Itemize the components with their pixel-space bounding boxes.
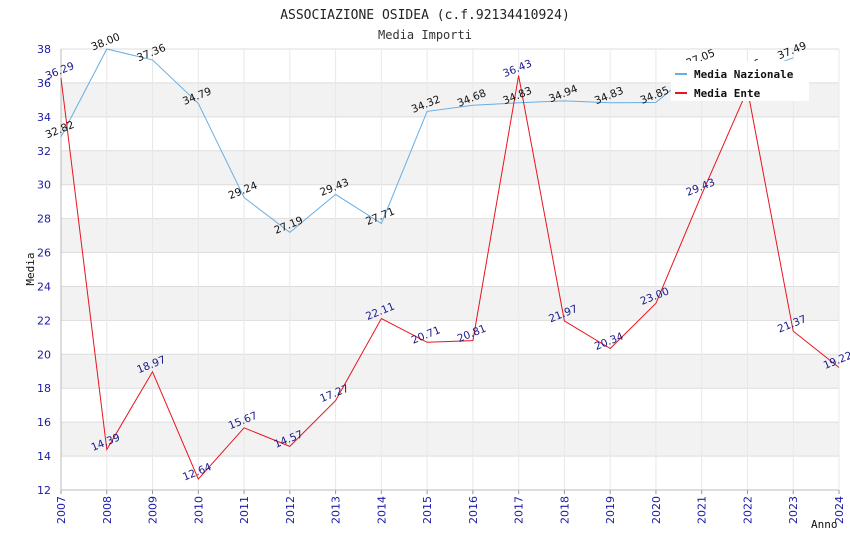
y-axis-label: Media xyxy=(24,252,37,285)
y-tick-label: 20 xyxy=(37,348,51,361)
data-label: 38.00 xyxy=(89,31,121,53)
x-tick-label: 2017 xyxy=(513,496,526,524)
y-tick-labels: 12 14 16 18 20 22 24 26 28 30 32 34 36 38 xyxy=(37,43,51,497)
y-tick-label: 32 xyxy=(37,145,51,158)
data-label: 12.64 xyxy=(181,461,214,484)
x-tick-label: 2019 xyxy=(604,496,617,524)
y-tick-label: 28 xyxy=(37,213,51,226)
y-tick-label: 16 xyxy=(37,416,51,429)
data-label: 37.36 xyxy=(135,42,168,65)
x-tick-label: 2010 xyxy=(192,496,205,524)
chart-title: ASSOCIAZIONE OSIDEA (c.f.92134410924) xyxy=(280,8,570,23)
band xyxy=(61,218,839,253)
band xyxy=(61,286,839,321)
chart-subtitle: Media Importi xyxy=(378,28,472,42)
x-tick-label: 2007 xyxy=(55,496,68,524)
x-tick-label: 2013 xyxy=(330,496,343,524)
y-tick-label: 34 xyxy=(37,111,51,124)
y-tick-label: 24 xyxy=(37,280,51,293)
y-tick-label: 18 xyxy=(37,382,51,395)
axes xyxy=(60,49,840,494)
x-axis-label: Anno xyxy=(811,518,838,531)
background-bands xyxy=(61,82,839,457)
band xyxy=(61,354,839,389)
legend-label: Media Nazionale xyxy=(694,68,794,81)
band xyxy=(61,422,839,457)
x-tick-label: 2020 xyxy=(650,496,663,524)
legend: Media Nazionale Media Ente xyxy=(671,61,809,101)
legend-box xyxy=(671,61,809,101)
x-tick-label: 2021 xyxy=(696,496,709,524)
data-label: 37.49 xyxy=(776,40,808,62)
y-tick-label: 14 xyxy=(37,450,51,463)
x-tick-label: 2008 xyxy=(101,496,114,524)
x-tick-label: 2011 xyxy=(238,496,251,524)
data-label: 36.43 xyxy=(501,58,533,80)
y-tick-label: 22 xyxy=(37,314,51,327)
x-tick-label: 2009 xyxy=(147,496,160,524)
x-tick-label: 2018 xyxy=(558,496,571,524)
y-tick-label: 12 xyxy=(37,484,51,497)
data-label: 36.29 xyxy=(44,60,76,82)
x-tick-label: 2014 xyxy=(375,496,388,524)
y-tick-label: 26 xyxy=(37,247,51,260)
data-label: 20.71 xyxy=(410,324,442,346)
series-line-media-ente xyxy=(60,75,840,481)
x-tick-label: 2024 xyxy=(833,496,846,524)
x-tick-label: 2015 xyxy=(421,496,434,524)
x-tick-label: 2023 xyxy=(787,496,800,524)
x-tick-labels: 2007 2008 2009 2010 2011 2012 2013 2014 2015 2016… xyxy=(55,496,846,524)
y-tick-label: 38 xyxy=(37,43,51,56)
data-label: 20.81 xyxy=(456,323,488,345)
x-tick-label: 2012 xyxy=(284,496,297,524)
x-tick-label: 2022 xyxy=(741,496,754,524)
data-label: 20.34 xyxy=(593,330,626,353)
band xyxy=(61,150,839,185)
y-tick-label: 30 xyxy=(37,179,51,192)
x-tick-label: 2016 xyxy=(467,496,480,524)
legend-label: Media Ente xyxy=(694,87,761,100)
y-tick-label: 36 xyxy=(37,77,51,90)
